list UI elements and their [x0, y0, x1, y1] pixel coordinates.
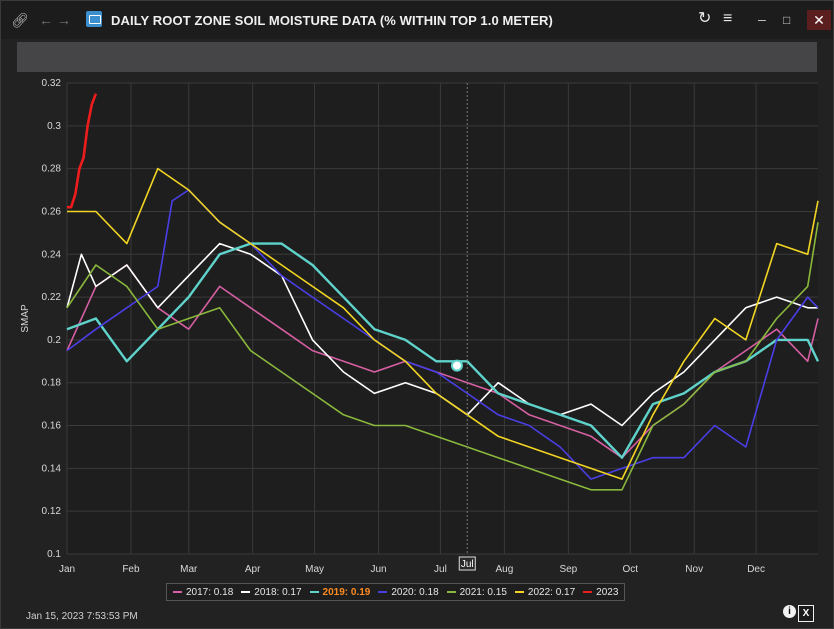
x-tick-label: Jun — [370, 564, 386, 575]
legend-label: 2020: 0.18 — [391, 586, 439, 598]
y-tick-label: 0.3 — [47, 121, 61, 132]
menu-icon[interactable]: ≡ — [723, 10, 733, 27]
plot-area — [67, 83, 818, 554]
legend-swatch — [173, 591, 182, 593]
legend-item[interactable]: 2023 — [583, 587, 618, 598]
legend-item[interactable]: 2017: 0.18 — [173, 587, 233, 598]
legend-swatch — [446, 591, 456, 593]
x-tick-label: May — [305, 564, 324, 575]
app-icon — [86, 11, 102, 27]
legend-swatch — [514, 591, 524, 593]
refresh-icon[interactable]: ↻ — [698, 10, 712, 27]
legend-swatch — [378, 591, 388, 593]
info-icon[interactable]: i — [783, 605, 796, 618]
window-title: DAILY ROOT ZONE SOIL MOISTURE DATA (% WI… — [111, 13, 553, 28]
series-line-2022 — [67, 167, 819, 480]
y-tick-label: 0.32 — [42, 78, 62, 89]
line-chart: 0.1 0.12 0.14 0.16 0.18 0.2 0.22 0.24 0.26 0.28 0.… — [20, 78, 820, 575]
series-line-2023 — [67, 93, 98, 209]
y-axis-label: SMAP — [20, 304, 31, 333]
y-tick-label: 0.2 — [47, 335, 61, 346]
legend-item[interactable]: 2018: 0.17 — [241, 586, 302, 598]
legend-item[interactable]: 2020: 0.18 — [378, 586, 439, 598]
legend-item[interactable]: 2021: 0.15 — [446, 586, 507, 598]
series-line-2020 — [66, 189, 819, 480]
y-tick-label: 0.26 — [42, 206, 62, 217]
legend-label: 2017: 0.18 — [186, 586, 234, 598]
y-tick-label: 0.16 — [42, 421, 62, 432]
legend-label: 2019: 0.19 — [322, 586, 371, 598]
x-tick-label: Sep — [559, 564, 577, 575]
y-tick-label: 0.12 — [42, 506, 62, 517]
back-arrow-icon[interactable]: ← — [39, 12, 53, 28]
y-tick-label: 0.18 — [42, 378, 62, 389]
forward-arrow-icon[interactable]: → — [57, 12, 71, 28]
minimize-icon[interactable]: – — [758, 11, 766, 27]
legend-swatch — [309, 591, 319, 593]
y-tick-label: 0.24 — [42, 249, 62, 260]
series-line-2019 — [66, 242, 820, 459]
legend-swatch — [583, 591, 593, 593]
x-tick-label: Oct — [622, 564, 638, 575]
legend-label: 2018: 0.17 — [254, 586, 302, 598]
x-tick-label: Aug — [495, 564, 513, 575]
hover-point — [450, 359, 463, 372]
x-tick-label: Apr — [245, 564, 261, 575]
x-tick-label: Jan — [59, 564, 75, 575]
maximize-icon[interactable]: □ — [783, 13, 791, 27]
legend-label: 2021: 0.15 — [459, 586, 507, 598]
excel-export-icon[interactable]: X — [798, 605, 814, 622]
status-timestamp: Jan 15, 2023 7:53:53 PM — [26, 611, 138, 622]
legend-label: 2022: 0.17 — [527, 586, 576, 598]
x-tick-label: Feb — [122, 564, 140, 575]
chart-toolbar — [17, 42, 817, 72]
legend-label: 2023 — [596, 586, 619, 598]
legend-swatch — [241, 591, 251, 593]
close-icon[interactable]: ✕ — [807, 10, 831, 30]
y-tick-label: 0.22 — [42, 292, 62, 303]
legend-item[interactable]: 2019: 0.19 — [309, 586, 371, 598]
legend-item[interactable]: 2022: 0.17 — [514, 586, 576, 598]
y-tick-label: 0.1 — [47, 549, 61, 560]
y-tick-label: 0.28 — [42, 164, 62, 175]
chart-legend: 2017: 0.18 2018: 0.17 2019: 0.19 2020: 0.18… — [166, 583, 626, 601]
title-bar: 🔗︎ ← → DAILY ROOT ZONE SOIL MOISTURE DAT… — [1, 1, 833, 39]
series-line-2021 — [66, 222, 819, 491]
x-tick-label: Dec — [747, 564, 765, 575]
x-tick-label: Jul — [434, 564, 447, 575]
x-tick-label: Mar — [180, 564, 198, 575]
crosshair-label: Jul — [461, 559, 474, 570]
link-icon[interactable]: 🔗︎ — [11, 12, 29, 28]
crosshair-label-box — [458, 556, 476, 571]
y-tick-label: 0.14 — [42, 463, 62, 474]
x-tick-label: Nov — [685, 564, 703, 575]
